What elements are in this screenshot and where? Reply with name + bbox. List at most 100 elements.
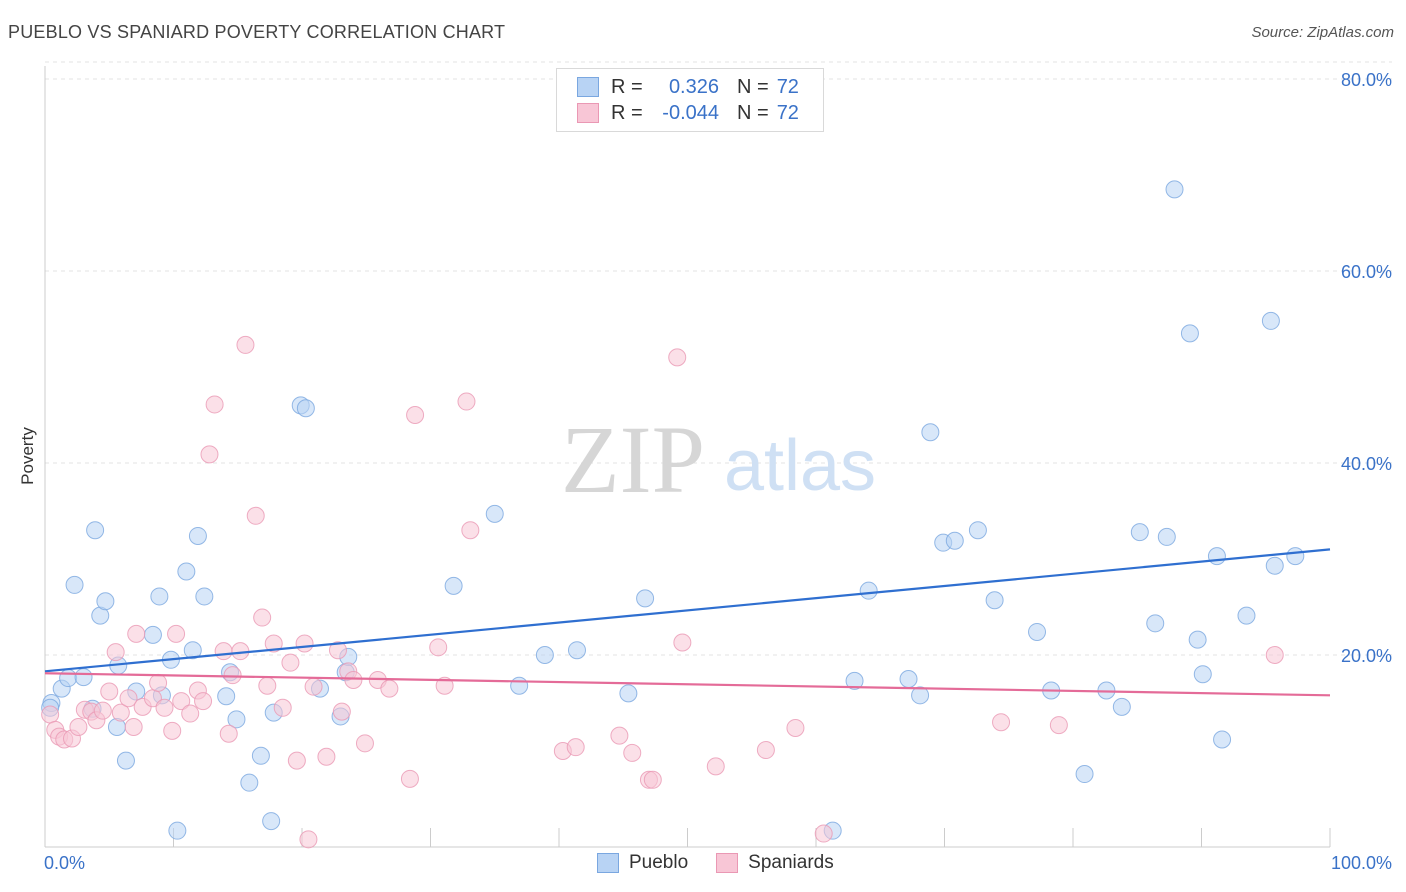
- spaniards-point: [200, 445, 219, 464]
- spaniards-point: [258, 676, 277, 695]
- spaniards-point: [400, 769, 419, 788]
- spaniards-point: [106, 643, 125, 662]
- spaniards-point: [756, 741, 775, 760]
- spaniards-point: [461, 521, 480, 540]
- pueblo-point: [65, 575, 84, 594]
- spaniards-point: [429, 638, 448, 657]
- pueblo-point: [183, 641, 202, 660]
- spaniards-point: [281, 653, 300, 672]
- pueblo-point: [1286, 547, 1305, 566]
- pueblo-n-label: N =: [737, 75, 769, 98]
- pueblo-point: [262, 812, 281, 831]
- spaniards-point: [127, 624, 146, 643]
- pueblo-point: [1130, 523, 1149, 542]
- chart-title: PUEBLO VS SPANIARD POVERTY CORRELATION C…: [8, 22, 506, 42]
- pueblo-point: [444, 576, 463, 595]
- spaniards-point: [69, 718, 88, 736]
- pueblo-point: [567, 641, 586, 660]
- pueblo-legend-swatch: [597, 853, 619, 873]
- spaniards-point: [1049, 716, 1068, 735]
- spaniards-point: [457, 392, 476, 411]
- trend-lines: [44, 548, 1331, 697]
- spaniards-point: [219, 724, 238, 743]
- spaniards-swatch: [577, 103, 599, 123]
- pueblo-point: [227, 710, 246, 729]
- spaniards-point: [223, 666, 242, 685]
- pueblo-point: [150, 587, 169, 606]
- pueblo-r-label: R =: [611, 75, 643, 98]
- pueblo-point: [86, 521, 105, 540]
- spaniards-trend-line: [44, 672, 1331, 697]
- watermark-atlas: atlas: [724, 426, 876, 506]
- spaniards-point: [163, 721, 182, 740]
- spaniards-point: [194, 692, 213, 711]
- spaniards-point: [100, 682, 119, 701]
- pueblo-point: [1261, 311, 1280, 330]
- series-legend: Pueblo Spaniards: [597, 852, 862, 874]
- pueblo-point: [619, 684, 638, 703]
- pueblo-point: [1157, 527, 1176, 546]
- spaniards-point: [355, 734, 374, 753]
- pueblo-point: [1146, 614, 1165, 633]
- legend-row-pueblo: R = 0.326 N = 72: [577, 75, 799, 99]
- pueblo-n-value: 72: [776, 75, 799, 98]
- spaniards-n-label: N =: [737, 101, 769, 124]
- pueblo-point: [985, 591, 1004, 610]
- spaniards-point: [344, 670, 363, 689]
- spaniards-point: [332, 702, 351, 721]
- pueblo-point: [143, 625, 162, 644]
- spaniards-point: [93, 701, 112, 720]
- legend-row-spaniards: R = -0.044 N = 72: [577, 101, 799, 125]
- spaniards-point: [253, 608, 272, 627]
- spaniards-legend-swatch: [716, 853, 739, 873]
- spaniards-point: [111, 703, 130, 722]
- pueblo-point: [1028, 622, 1047, 641]
- y-tick-label: 60.0%: [1341, 262, 1392, 282]
- spaniards-point: [668, 348, 687, 367]
- spaniards-point: [205, 395, 224, 414]
- spaniards-point: [317, 747, 336, 766]
- pueblo-point: [1237, 606, 1256, 625]
- pueblo-legend-label: Pueblo: [629, 852, 689, 873]
- spaniards-r-label: R =: [611, 101, 643, 124]
- pueblo-point: [1265, 556, 1284, 575]
- pueblo-point: [251, 746, 270, 765]
- spaniards-point: [1265, 646, 1284, 664]
- pueblo-point: [195, 587, 214, 606]
- pueblo-point: [1207, 547, 1226, 566]
- spaniards-point: [181, 704, 200, 723]
- pueblo-swatch: [577, 77, 599, 97]
- spaniards-point: [124, 718, 143, 736]
- pueblo-point: [911, 686, 930, 705]
- spaniards-point: [643, 770, 662, 789]
- spaniards-point: [273, 698, 292, 717]
- source-label: Source: ZipAtlas.com: [1251, 24, 1394, 41]
- x-tick-label-end: 100.0%: [1331, 853, 1392, 873]
- spaniards-n-value: 72: [776, 101, 799, 124]
- spaniards-point: [380, 679, 399, 698]
- pueblo-point: [1075, 765, 1094, 784]
- pueblo-point: [899, 670, 918, 688]
- pueblo-point: [485, 504, 504, 523]
- watermark-zip: ZIP: [561, 406, 705, 513]
- pueblo-point: [1213, 730, 1232, 749]
- pueblo-point: [116, 751, 135, 770]
- pueblo-point: [845, 671, 864, 690]
- pueblo-point: [968, 521, 987, 540]
- pueblo-point: [636, 589, 655, 608]
- spaniards-legend-label: Spaniards: [748, 852, 834, 873]
- pueblo-point: [510, 676, 529, 695]
- spaniards-r-value: -0.044: [662, 101, 719, 124]
- spaniards-point: [246, 506, 265, 525]
- pueblo-trend-line: [44, 548, 1331, 673]
- pueblo-point: [188, 526, 207, 545]
- pueblo-point: [1193, 665, 1212, 684]
- spaniards-point: [673, 633, 692, 652]
- pueblo-point: [296, 399, 315, 418]
- spaniards-point: [155, 698, 174, 717]
- spaniards-point: [214, 642, 233, 661]
- pueblo-point: [177, 562, 196, 581]
- correlation-legend: R = 0.326 N = 72 R = -0.044 N = 72: [556, 68, 824, 132]
- spaniards-point: [406, 406, 425, 424]
- spaniards-point: [328, 641, 347, 660]
